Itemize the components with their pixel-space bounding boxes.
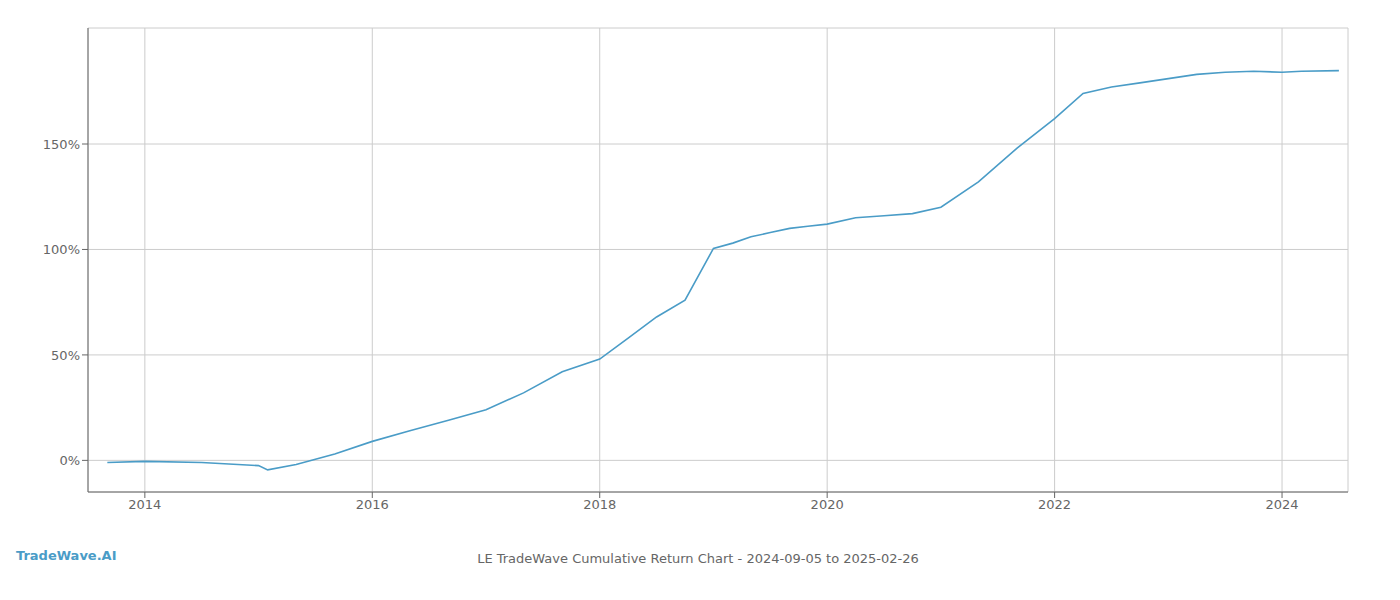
html-text:TradeWave.AI: TradeWave.AI <box>16 548 117 563</box>
svg-text:0%: 0% <box>59 453 80 468</box>
html-text:LE TradeWave Cumulative Return: LE TradeWave Cumulative Return Chart - 2… <box>477 550 919 566</box>
svg-text:2016: 2016 <box>356 497 389 512</box>
svg-text:2024: 2024 <box>1265 497 1298 512</box>
svg-text:2020: 2020 <box>811 497 844 512</box>
svg-text:2014: 2014 <box>128 497 161 512</box>
svg-text:50%: 50% <box>51 348 80 363</box>
svg-text:100%: 100% <box>43 242 80 257</box>
svg-text:150%: 150% <box>43 137 80 152</box>
svg-text:2018: 2018 <box>583 497 616 512</box>
svg-text:2022: 2022 <box>1038 497 1071 512</box>
